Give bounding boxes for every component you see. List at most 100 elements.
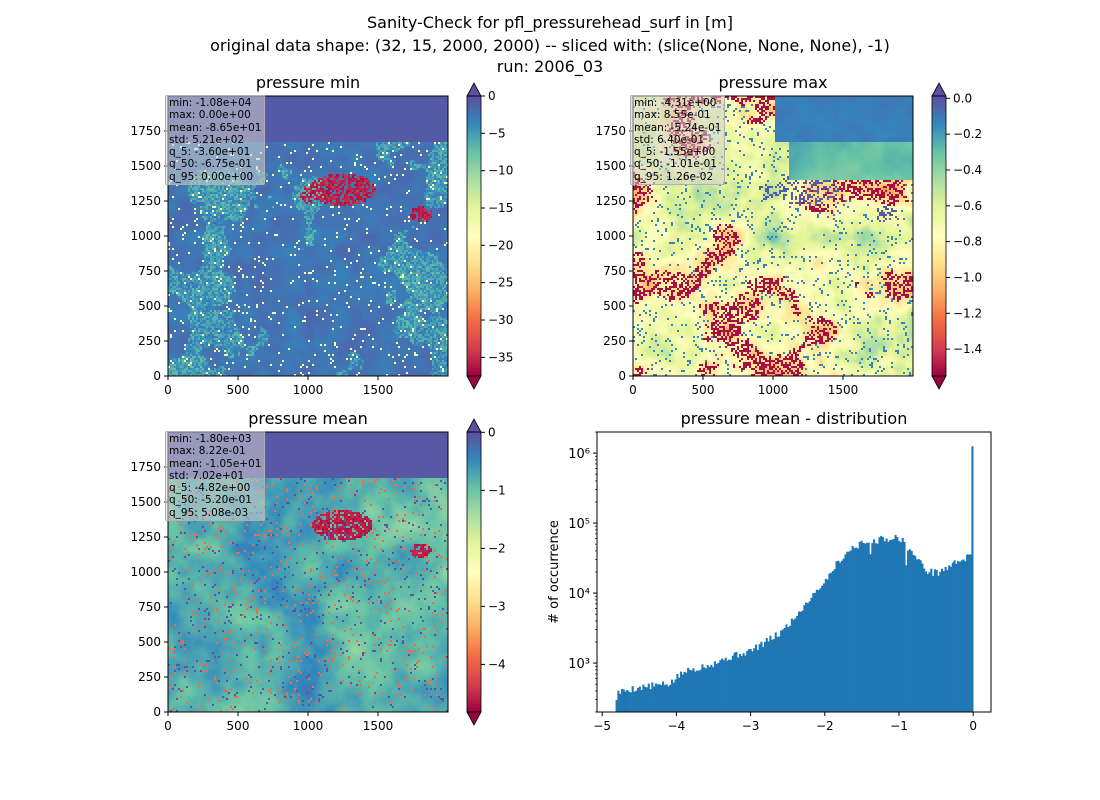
y-tick-label: 500 xyxy=(138,635,161,649)
histogram-bar xyxy=(760,641,763,712)
histogram-bar xyxy=(778,636,781,712)
y-tick-label: 1750 xyxy=(595,124,626,138)
histogram-bar xyxy=(935,569,938,712)
histogram-bar xyxy=(808,601,811,712)
histogram-bar xyxy=(951,562,954,712)
histogram-bar xyxy=(649,689,652,712)
y-tick-label: 10⁴ xyxy=(568,587,590,602)
histogram-bar xyxy=(873,539,876,712)
colorbar-extend-min xyxy=(466,711,482,726)
y-tick-label: 10⁶ xyxy=(568,447,590,462)
x-tick-label: 0 xyxy=(969,719,977,733)
stats-line: min: -1.80e+03 xyxy=(169,433,252,445)
histogram-bar xyxy=(932,575,935,712)
histogram-bar xyxy=(780,630,783,712)
x-tick-label: 1500 xyxy=(363,383,394,397)
colorbar-tick-label: −30 xyxy=(488,313,513,327)
histogram-bar xyxy=(751,651,754,712)
histogram-bar xyxy=(701,664,704,712)
histogram-bar xyxy=(942,570,945,712)
histogram-bar xyxy=(828,573,831,712)
histogram-bar xyxy=(958,561,961,712)
histogram-bar xyxy=(967,554,970,712)
histogram-bar xyxy=(840,560,843,712)
colorbar-tick-label: 0 xyxy=(488,89,496,103)
stats-line: max: 8.55e-01 xyxy=(634,109,711,122)
colorbar-tick-label: 0.0 xyxy=(953,91,972,105)
x-tick-label: 500 xyxy=(227,719,250,733)
histogram-bar xyxy=(729,659,733,712)
histogram-bar xyxy=(858,541,861,712)
y-tick-label: 1000 xyxy=(595,229,626,243)
histogram-bar xyxy=(644,686,647,712)
histogram-bar xyxy=(835,561,838,712)
y-tick-label: 10³ xyxy=(568,657,590,672)
histogram-bar xyxy=(939,571,942,712)
x-tick-label: 500 xyxy=(692,383,715,397)
histogram-bar xyxy=(679,671,683,712)
colorbar-extend-min xyxy=(931,375,947,390)
histogram-bar xyxy=(756,649,759,712)
histogram-bar xyxy=(631,686,634,712)
histogram-bar xyxy=(726,660,729,712)
histogram-bar xyxy=(753,648,756,712)
histogram-bar xyxy=(949,566,953,712)
histogram-bar xyxy=(957,561,960,712)
colorbar-tick-label: −0.2 xyxy=(953,127,982,141)
histogram-bar xyxy=(663,684,666,712)
histogram-bar xyxy=(697,670,700,712)
histogram-bar xyxy=(842,558,845,712)
histogram-bar xyxy=(955,563,958,712)
histogram-bar xyxy=(662,681,665,712)
stats-line: q_50: -1.01e-01 xyxy=(634,158,717,171)
histogram-bar xyxy=(712,667,715,712)
y-tick-label: 1500 xyxy=(595,159,626,173)
histogram-panel: pressure mean - distribution −5 −4 −3 −2 −1 0 1… xyxy=(547,409,992,733)
histogram-bar xyxy=(894,534,897,712)
histogram-bar xyxy=(767,641,770,712)
histogram-bar xyxy=(946,570,949,712)
histogram-bar xyxy=(889,540,892,712)
stats-line: min: -4.31e+00 xyxy=(634,97,717,109)
histogram-bar xyxy=(812,593,815,712)
histogram-bar xyxy=(924,571,927,712)
colorbar-tick-label: −1.0 xyxy=(953,270,982,284)
histogram-bar xyxy=(885,538,888,712)
histogram-bar xyxy=(837,560,840,712)
histogram-bar xyxy=(670,679,674,712)
colorbar-tick-label: −0.4 xyxy=(953,163,982,177)
histogram-bar xyxy=(708,666,711,712)
histogram-bar xyxy=(617,690,620,712)
histogram-bar xyxy=(765,637,768,712)
histogram-bar xyxy=(898,540,901,712)
stats-line: q_50: -5.20e-01 xyxy=(169,494,252,507)
histogram-bar xyxy=(742,653,745,712)
histogram-bar xyxy=(647,683,650,712)
histogram-bar xyxy=(769,635,772,712)
histogram-bar xyxy=(665,684,668,712)
figure-title-line-1: Sanity-Check for pfl_pressurehead_surf i… xyxy=(367,13,733,32)
y-tick-label: 500 xyxy=(603,299,626,313)
y-tick-label: 500 xyxy=(138,299,161,313)
histogram-bar xyxy=(706,665,709,712)
histogram-bar xyxy=(887,541,890,712)
colorbar-tick-label: −4 xyxy=(488,657,506,671)
figure-title-line-2: original data shape: (32, 15, 2000, 2000… xyxy=(210,36,890,55)
colorbar-tick-label: −2 xyxy=(488,541,506,555)
histogram-bar xyxy=(864,543,867,712)
histogram-bar xyxy=(737,657,740,712)
histogram-bar xyxy=(676,673,679,712)
colorbar-tick-label: −0.6 xyxy=(953,199,982,213)
x-tick-label: 1000 xyxy=(758,383,789,397)
histogram-bar xyxy=(740,656,743,712)
histogram-bar xyxy=(738,653,742,712)
stats-box: min: -4.31e+00 max: 8.55e-01 mean: -5.24e-… xyxy=(630,95,726,186)
histogram-bar xyxy=(724,657,727,712)
y-tick-label: 0 xyxy=(153,369,161,383)
colorbar-tick-label: −25 xyxy=(488,276,513,290)
histogram-bar xyxy=(944,567,947,712)
histogram-bar xyxy=(923,568,926,712)
y-tick-label: 1000 xyxy=(130,229,161,243)
histogram-bar xyxy=(915,559,919,712)
